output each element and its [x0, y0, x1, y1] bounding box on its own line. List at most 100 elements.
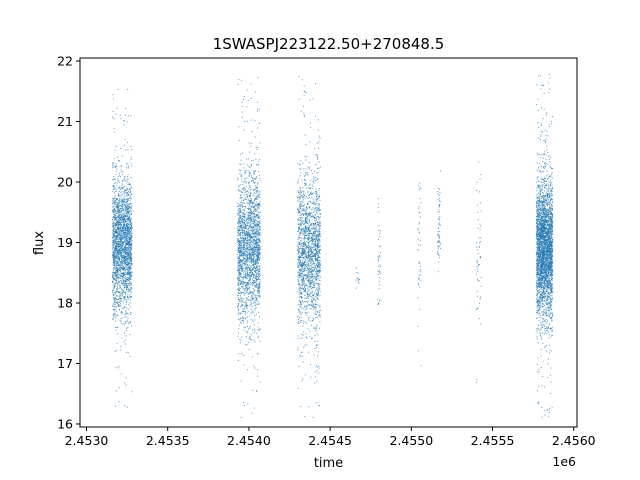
data-point [317, 204, 319, 206]
data-point [119, 214, 121, 216]
data-point [115, 222, 117, 224]
data-point [299, 283, 301, 285]
data-point [257, 335, 259, 337]
data-point [306, 207, 308, 209]
data-point [258, 221, 260, 223]
data-point [239, 273, 241, 275]
data-point [113, 232, 115, 234]
data-point [253, 284, 255, 286]
data-point [245, 234, 247, 236]
data-point [121, 198, 123, 200]
data-point [299, 243, 301, 245]
data-point [124, 207, 126, 209]
data-point [125, 256, 127, 258]
data-point [131, 249, 133, 251]
data-point [259, 285, 261, 287]
data-point [254, 91, 256, 93]
data-point [112, 255, 114, 257]
data-point [119, 266, 121, 268]
data-point [241, 259, 243, 261]
data-point [243, 240, 245, 242]
data-point [123, 229, 125, 231]
data-point [245, 198, 247, 200]
data-point [121, 188, 123, 190]
data-point [259, 275, 261, 277]
data-point [116, 168, 118, 170]
data-point [112, 197, 114, 199]
data-point [123, 178, 125, 180]
data-point [247, 326, 249, 328]
data-point [112, 217, 114, 219]
data-point [256, 244, 258, 246]
data-point [237, 205, 239, 207]
data-point [251, 211, 253, 213]
data-point [112, 239, 114, 241]
data-point [113, 274, 115, 276]
data-point [114, 240, 116, 242]
data-point [240, 259, 242, 261]
data-point [124, 257, 126, 259]
data-point [126, 200, 128, 202]
data-point [239, 269, 241, 271]
data-point [247, 100, 249, 101]
data-point [316, 219, 318, 221]
data-point [120, 148, 122, 150]
data-point [122, 208, 124, 210]
data-point [315, 259, 317, 261]
data-point [254, 189, 256, 191]
data-point [122, 260, 124, 262]
data-point [312, 256, 314, 258]
data-point [122, 238, 124, 240]
data-point [250, 254, 252, 256]
data-point [113, 241, 115, 243]
data-point [311, 234, 313, 236]
data-point [255, 217, 257, 219]
data-point [123, 300, 125, 302]
data-point [129, 302, 131, 304]
data-point [239, 264, 241, 266]
data-point [307, 244, 309, 246]
data-point [247, 214, 249, 216]
data-point [112, 163, 114, 165]
data-point [241, 270, 243, 272]
data-point [248, 158, 250, 160]
data-point [123, 176, 125, 178]
data-point [240, 322, 242, 324]
data-point [297, 346, 299, 348]
data-point [128, 257, 130, 259]
data-point [255, 248, 257, 250]
data-point [314, 340, 316, 342]
data-point [128, 210, 130, 212]
data-point [238, 265, 240, 267]
data-point [129, 284, 131, 286]
data-point [126, 216, 128, 218]
data-point [249, 281, 251, 283]
data-point [254, 262, 256, 264]
data-point [252, 239, 254, 241]
data-point [117, 203, 119, 205]
data-point [244, 269, 246, 271]
data-point [112, 185, 114, 187]
data-point [125, 215, 127, 217]
data-point [119, 223, 121, 225]
data-point [124, 323, 126, 325]
data-point [250, 216, 252, 218]
data-point [258, 303, 260, 305]
data-point [114, 248, 116, 250]
data-point [120, 300, 122, 302]
data-point [126, 218, 128, 220]
data-point [239, 255, 241, 257]
data-point [250, 145, 252, 147]
data-point [121, 259, 123, 261]
data-point [249, 172, 251, 174]
data-point [124, 244, 126, 246]
data-point [115, 281, 117, 283]
data-point [123, 298, 125, 300]
data-point [246, 231, 248, 233]
data-point [240, 231, 242, 233]
data-point [249, 222, 251, 224]
data-point [125, 335, 127, 337]
data-point [237, 225, 239, 227]
data-point [248, 296, 250, 298]
data-point [312, 251, 314, 253]
